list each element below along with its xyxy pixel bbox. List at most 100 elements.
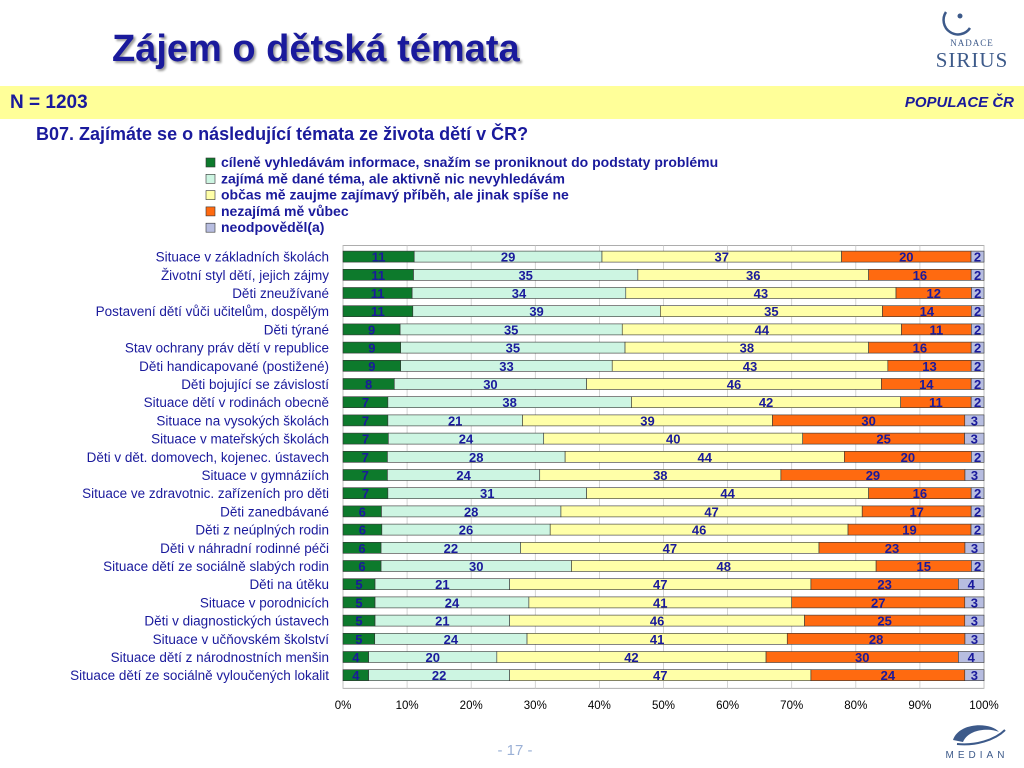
- data-label: 25: [876, 432, 890, 447]
- data-label: 16: [913, 268, 927, 283]
- category-label: Děti z neúplných rodin: [195, 523, 329, 538]
- data-label: 48: [717, 559, 731, 574]
- data-label: 8: [365, 377, 372, 392]
- legend-swatch: [205, 190, 216, 200]
- data-label: 24: [459, 432, 474, 447]
- data-label: 38: [502, 395, 516, 410]
- data-label: 35: [506, 341, 520, 356]
- data-label: 28: [469, 450, 483, 465]
- data-label: 20: [899, 250, 913, 265]
- data-label: 16: [913, 486, 927, 501]
- data-label: 28: [464, 504, 478, 519]
- data-label: 2: [974, 486, 981, 501]
- legend-swatch: [205, 206, 216, 217]
- data-label: 2: [974, 377, 981, 392]
- data-label: 14: [920, 304, 935, 319]
- data-label: 5: [355, 632, 362, 647]
- sample-size: N = 1203: [10, 92, 88, 113]
- data-label: 19: [902, 523, 916, 538]
- question-text: B07. Zajímáte se o následující témata ze…: [36, 124, 529, 144]
- category-label: Situace dětí ze sociálně slabých rodin: [103, 559, 329, 574]
- category-label: Situace dětí ze sociálně vyloučených lok…: [70, 668, 329, 683]
- data-label: 6: [358, 541, 365, 556]
- population-label: POPULACE ČR: [904, 94, 1014, 111]
- category-label: Postavení dětí vůči učitelům, dospělým: [96, 304, 329, 319]
- category-label: Děti bojující se závislostí: [181, 377, 329, 392]
- data-label: 11: [371, 304, 385, 319]
- data-label: 7: [362, 413, 369, 428]
- legend-label: nezajímá mě vůbec: [221, 203, 349, 219]
- data-label: 2: [974, 268, 981, 283]
- data-label: 4: [352, 668, 360, 683]
- bar-segment: [970, 268, 985, 281]
- data-label: 41: [653, 595, 667, 610]
- bar-segment: [971, 323, 985, 336]
- data-label: 35: [504, 322, 518, 337]
- category-label: Děti zanedbávané: [220, 504, 329, 519]
- data-label: 44: [755, 322, 770, 337]
- bar-segment: [970, 378, 985, 390]
- bar-segment: [971, 305, 985, 318]
- category-label: Děti v dět. domovech, kojenec. ústavech: [87, 450, 329, 465]
- category-label: Děti na útěku: [249, 577, 329, 592]
- bar-segment: [971, 450, 985, 463]
- data-label: 39: [529, 304, 543, 319]
- data-label: 6: [359, 504, 366, 519]
- data-label: 44: [720, 486, 735, 501]
- bar-segment: [964, 632, 985, 645]
- data-label: 37: [715, 250, 729, 265]
- legend-swatch: [205, 174, 216, 184]
- data-label: 15: [916, 559, 930, 574]
- data-label: 9: [368, 322, 375, 337]
- data-label: 3: [971, 614, 978, 629]
- data-label: 11: [930, 322, 944, 337]
- bar-segment: [958, 651, 985, 663]
- x-tick-label: 0%: [335, 700, 352, 712]
- data-label: 33: [499, 359, 513, 374]
- data-label: 23: [885, 541, 899, 556]
- data-label: 35: [518, 268, 532, 283]
- data-label: 3: [971, 468, 978, 483]
- data-label: 25: [877, 614, 891, 629]
- data-label: 5: [355, 614, 362, 629]
- data-label: 2: [974, 250, 981, 265]
- data-label: 43: [754, 286, 768, 301]
- median-swirl-icon: [953, 725, 1006, 746]
- data-label: 46: [692, 523, 706, 538]
- data-label: 42: [759, 395, 773, 410]
- data-label: 2: [974, 286, 981, 301]
- page-number: - 17 -: [497, 742, 533, 759]
- x-tick-label: 80%: [844, 700, 867, 712]
- category-label: Situace v základních školách: [156, 250, 329, 265]
- data-label: 7: [362, 395, 369, 410]
- data-label: 40: [666, 432, 680, 447]
- data-label: 11: [372, 250, 386, 265]
- star-moon-icon: [942, 11, 972, 36]
- data-label: 20: [426, 650, 440, 665]
- bar-segment: [964, 596, 985, 609]
- bar-segment: [970, 505, 985, 518]
- category-label: Stav ochrany práv dětí v republice: [125, 341, 329, 356]
- data-label: 7: [362, 468, 369, 483]
- data-label: 2: [974, 341, 981, 356]
- data-label: 5: [355, 595, 362, 610]
- nadace-sirius-logo: NADACE SIRIUS: [930, 8, 1014, 72]
- data-label: 27: [871, 595, 885, 610]
- data-label: 3: [971, 413, 978, 428]
- legend-swatch: [205, 157, 216, 168]
- data-label: 47: [653, 668, 667, 683]
- data-label: 38: [653, 468, 667, 483]
- data-label: 9: [368, 341, 375, 356]
- data-label: 47: [704, 504, 718, 519]
- category-label: Situace v porodnicích: [200, 595, 329, 610]
- data-label: 2: [974, 395, 981, 410]
- bar-segment: [970, 341, 985, 354]
- category-label: Situace v učňovském školství: [153, 632, 330, 647]
- category-label: Situace dětí v rodinách obecně: [144, 395, 329, 410]
- data-label: 30: [861, 413, 875, 428]
- category-label: Děti týrané: [264, 322, 329, 337]
- x-tick-label: 20%: [460, 700, 483, 712]
- category-label: Děti v náhradní rodinné péči: [160, 541, 329, 556]
- bar-segment: [970, 250, 985, 263]
- data-label: 22: [444, 541, 458, 556]
